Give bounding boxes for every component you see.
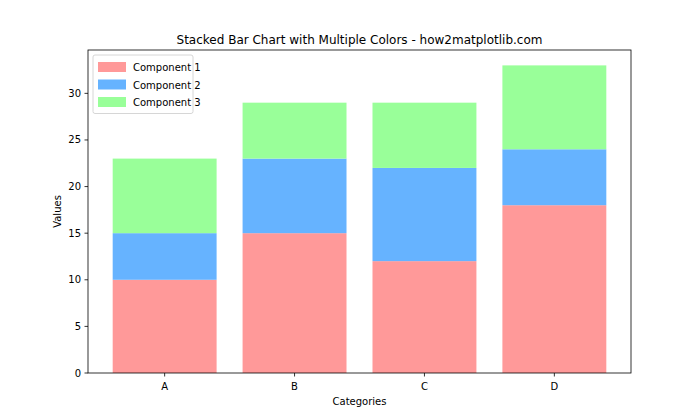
bar-segment xyxy=(113,233,217,280)
y-axis-label: Values xyxy=(52,195,63,228)
bar-segment xyxy=(243,233,347,373)
y-tick xyxy=(85,233,89,234)
y-axis: 0 5 10 15 20 25 30 xyxy=(68,88,88,379)
y-tick xyxy=(85,139,89,140)
x-tick xyxy=(424,373,425,377)
y-tick xyxy=(85,326,89,327)
bar-segment xyxy=(372,103,476,168)
bar-segment xyxy=(113,159,217,234)
y-tick-label: 15 xyxy=(68,228,81,239)
y-tick xyxy=(85,186,89,187)
background xyxy=(0,0,700,420)
legend-label: Component 2 xyxy=(133,80,201,91)
legend-swatch xyxy=(98,97,126,107)
y-tick-label: 20 xyxy=(68,181,81,192)
y-tick xyxy=(85,93,89,94)
x-axis: A B C D xyxy=(161,373,558,392)
y-tick xyxy=(85,373,89,374)
x-tick xyxy=(554,373,555,377)
bar-segment xyxy=(243,159,347,234)
x-tick-label: A xyxy=(161,381,168,392)
chart-title: Stacked Bar Chart with Multiple Colors -… xyxy=(177,33,543,47)
y-tick-label: 30 xyxy=(68,88,81,99)
legend: Component 1 Component 2 Component 3 xyxy=(93,55,201,114)
bar-segment xyxy=(502,149,606,205)
x-tick-label: C xyxy=(421,381,428,392)
y-tick-label: 0 xyxy=(75,368,81,379)
x-tick xyxy=(294,373,295,377)
x-tick-label: B xyxy=(291,381,298,392)
bar-segment xyxy=(113,280,217,373)
chart-container: 0 5 10 15 20 25 30 A B C D Categories Values Stacked … xyxy=(0,0,700,420)
y-tick xyxy=(85,279,89,280)
legend-label: Component 3 xyxy=(133,97,201,108)
chart-svg: 0 5 10 15 20 25 30 A B C D Categories Values Stacked … xyxy=(0,0,700,420)
bar-segment xyxy=(502,65,606,149)
y-tick-label: 10 xyxy=(68,274,81,285)
x-tick-label: D xyxy=(551,381,559,392)
bar-segment xyxy=(372,168,476,261)
plot-frame xyxy=(88,50,631,373)
bar-segment xyxy=(243,103,347,159)
x-axis-label: Categories xyxy=(333,396,387,407)
legend-label: Component 1 xyxy=(133,62,201,73)
y-tick-label: 5 xyxy=(75,321,81,332)
y-tick-label: 25 xyxy=(68,134,81,145)
bar-segment xyxy=(372,261,476,373)
legend-swatch xyxy=(98,62,126,72)
x-tick xyxy=(164,373,165,377)
bar-segment xyxy=(502,205,606,373)
legend-swatch xyxy=(98,80,126,90)
